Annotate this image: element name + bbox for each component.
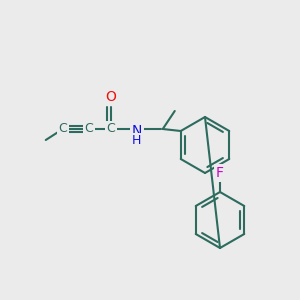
Text: C: C: [84, 122, 93, 136]
Text: C: C: [58, 122, 67, 136]
Text: C: C: [106, 122, 115, 136]
Text: O: O: [105, 90, 116, 104]
Text: N: N: [132, 124, 142, 138]
Text: F: F: [216, 166, 224, 180]
Text: H: H: [132, 134, 141, 148]
